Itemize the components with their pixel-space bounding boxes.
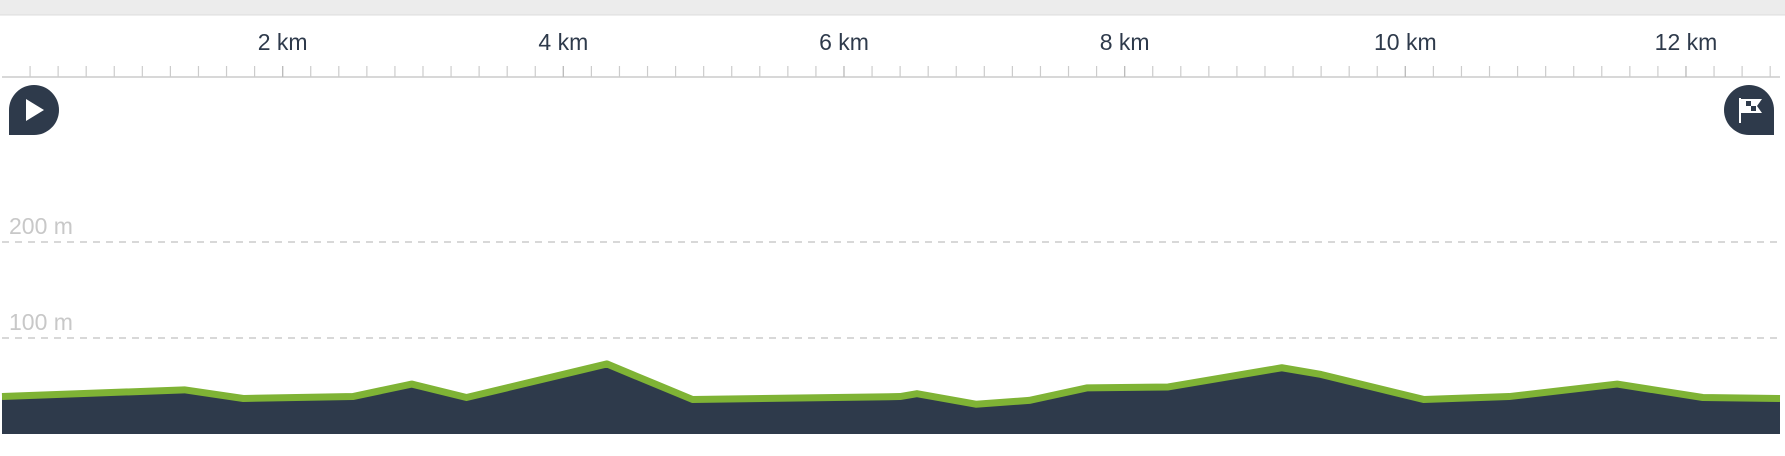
x-tick-label: 4 km [538,29,588,55]
y-tick-label: 100 m [9,309,73,335]
x-tick-label: 10 km [1374,29,1437,55]
elevation-line [1,360,1781,408]
top-bar [0,0,1785,15]
x-tick-label: 6 km [819,29,869,55]
y-tick-label: 200 m [9,213,73,239]
finish-button[interactable] [1724,85,1774,135]
x-tick-label: 12 km [1655,29,1718,55]
start-button[interactable] [9,85,59,135]
x-tick-label: 8 km [1100,29,1150,55]
play-icon [26,99,44,121]
flag-icon [1739,98,1762,123]
x-tick-label: 2 km [258,29,308,55]
flag-check [1746,101,1756,111]
